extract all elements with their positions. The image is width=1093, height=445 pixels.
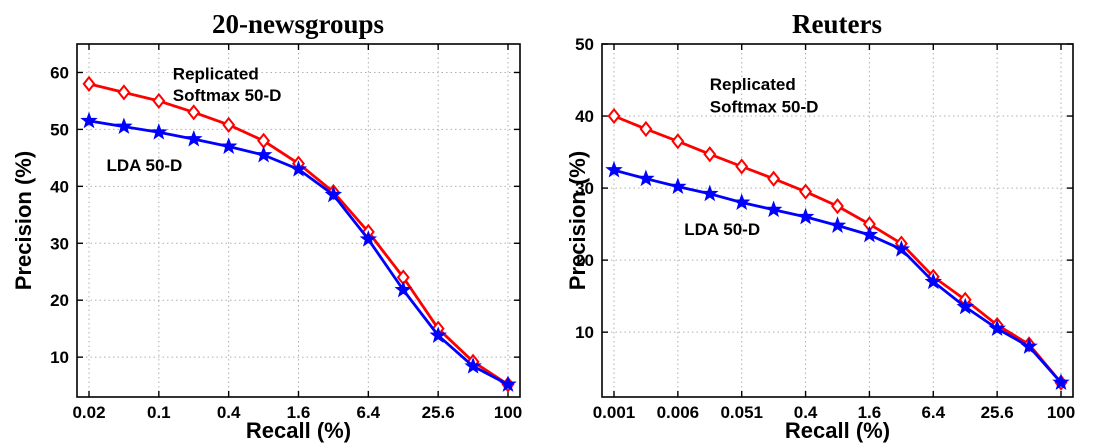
data-point-star	[828, 216, 847, 233]
y-axis-label: Precision (%)	[11, 151, 36, 290]
data-point-diamond	[187, 104, 201, 121]
chart-2: 10 20 30 40 50 0.001 0.006 0.051 0.4 1.6 6.4 25.6 10…	[565, 9, 1075, 443]
chart-1: 10 20 30 40 50 60 0.02 0.1 0.4 1.6 6.4 25.6 100 20-ne…	[11, 9, 522, 443]
data-point-star	[605, 160, 623, 178]
x-tick-label: 0.051	[720, 403, 763, 422]
data-point-star	[254, 145, 273, 163]
data-point-star	[115, 117, 133, 134]
x-tick-label: 0.4	[794, 403, 818, 422]
x-tick-label: 100	[494, 403, 522, 422]
data-point-diamond	[799, 183, 813, 200]
y-tick-label: 30	[50, 234, 69, 253]
data-point-star	[359, 230, 377, 247]
data-point-star	[429, 326, 447, 343]
x-tick-label: 1.6	[287, 403, 311, 422]
data-point-star	[924, 272, 943, 290]
plot-frame	[601, 43, 1074, 398]
x-tick-label: 100	[1047, 403, 1075, 422]
data-point-star	[860, 225, 879, 243]
x-tick-label: 6.4	[357, 403, 381, 422]
data-point-star	[669, 177, 687, 195]
x-tick-label: 0.1	[147, 403, 171, 422]
y-tick-label: 10	[50, 348, 69, 367]
x-tick-label: 0.4	[217, 403, 241, 422]
data-point-star	[220, 137, 238, 154]
data-point-diamond	[671, 133, 685, 150]
x-axis-label: Recall (%)	[785, 418, 890, 443]
x-tick-label: 0.001	[593, 403, 636, 422]
data-point-diamond	[257, 132, 271, 149]
data-point-diamond	[222, 116, 236, 133]
x-tick-label: 1.6	[858, 403, 882, 422]
data-point-diamond	[117, 84, 131, 101]
data-point-diamond	[735, 158, 749, 175]
annotation: Softmax 50-D	[173, 86, 282, 105]
data-point-star	[289, 160, 308, 177]
chart-title: 20-newsgroups	[212, 9, 384, 39]
data-point-star	[394, 280, 413, 298]
annotation: Replicated	[173, 64, 259, 83]
y-tick-label: 60	[50, 63, 69, 82]
data-point-star	[464, 357, 482, 374]
data-point-star	[184, 129, 203, 147]
data-point-star	[796, 207, 815, 225]
y-tick-label: 40	[50, 177, 69, 196]
y-tick-label: 30	[575, 179, 594, 198]
data-point-star	[637, 169, 655, 187]
data-point-diamond	[607, 107, 621, 125]
data-point-diamond	[639, 120, 653, 138]
annotation: Softmax 50-D	[710, 97, 819, 116]
annotation: LDA 50-D	[106, 156, 182, 175]
y-tick-label: 10	[575, 323, 594, 342]
x-tick-label: 0.006	[657, 403, 700, 422]
data-point-star	[150, 123, 168, 140]
y-tick-label: 50	[575, 35, 594, 54]
data-point-star	[732, 193, 751, 210]
data-point-diamond	[703, 146, 717, 163]
data-point-star	[80, 111, 98, 129]
y-tick-label: 20	[575, 251, 594, 270]
x-tick-label: 6.4	[921, 403, 945, 422]
data-point-star	[1052, 373, 1070, 391]
series-line-diamond	[613, 114, 1063, 384]
data-point-diamond	[767, 170, 781, 187]
data-point-star	[892, 240, 911, 257]
chart-title: Reuters	[792, 9, 882, 39]
data-point-diamond	[152, 92, 166, 110]
y-tick-label: 20	[50, 291, 69, 310]
y-axis-label: Precision (%)	[565, 151, 590, 290]
x-tick-label: 25.6	[981, 403, 1014, 422]
data-point-star	[764, 200, 783, 218]
data-point-diamond	[831, 197, 844, 215]
data-point-diamond	[82, 75, 96, 92]
annotation: Replicated	[710, 75, 796, 94]
data-point-star	[499, 375, 517, 392]
data-point-star	[324, 185, 343, 203]
x-tick-label: 0.02	[72, 403, 105, 422]
x-axis-label: Recall (%)	[246, 418, 351, 443]
y-tick-label: 50	[50, 120, 69, 139]
data-point-star	[956, 297, 974, 315]
data-point-star	[701, 184, 719, 202]
data-point-star	[988, 319, 1006, 336]
x-tick-label: 25.6	[422, 403, 455, 422]
data-point-star	[1020, 337, 1038, 354]
annotation: LDA 50-D	[684, 220, 760, 239]
y-tick-label: 40	[575, 107, 594, 126]
